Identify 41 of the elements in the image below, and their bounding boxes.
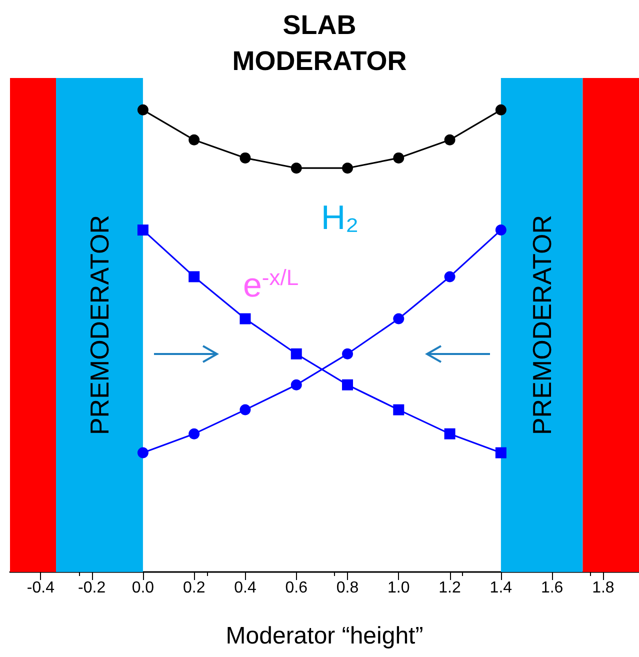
point <box>393 404 404 416</box>
point <box>137 224 148 236</box>
point <box>240 404 251 416</box>
x-tick-label: -0.2 <box>78 580 106 596</box>
point <box>240 152 251 164</box>
chart-title: SLAB MODERATOR <box>232 10 407 76</box>
point <box>188 271 200 282</box>
x-tick-label: 1.6 <box>540 580 564 596</box>
x-tick-label: 0.4 <box>234 580 256 596</box>
annotation: H₂ <box>320 199 359 238</box>
point <box>240 313 251 324</box>
point <box>290 162 302 174</box>
point <box>137 447 148 458</box>
point <box>137 104 148 116</box>
point <box>495 224 506 236</box>
x-tick-label: 0.6 <box>285 580 308 596</box>
point <box>444 428 456 440</box>
point <box>393 152 404 164</box>
point <box>188 428 200 440</box>
point <box>444 134 456 146</box>
band-label: PREMODERATOR <box>84 214 114 436</box>
x-tick-label: -0.4 <box>26 580 55 596</box>
point <box>495 447 506 458</box>
x-tick-label: 0.2 <box>182 580 206 596</box>
point <box>342 162 354 174</box>
band-label: PREMODERATOR <box>526 214 557 436</box>
x-tick-label: 1.0 <box>388 580 410 596</box>
x-tick-label: 0.8 <box>336 580 359 596</box>
point <box>444 271 456 282</box>
point <box>495 104 506 116</box>
x-tick-label: 1.8 <box>592 580 614 596</box>
x-tick-label: 1.2 <box>438 580 462 596</box>
x-tick-label: 0.0 <box>132 580 154 596</box>
x-tick-label: 1.4 <box>490 580 512 596</box>
point <box>342 379 354 390</box>
point <box>290 379 302 390</box>
x-axis-title: Moderator “height” <box>226 622 424 650</box>
point <box>290 348 302 360</box>
point <box>393 313 404 324</box>
point <box>342 348 354 360</box>
point <box>188 134 200 146</box>
